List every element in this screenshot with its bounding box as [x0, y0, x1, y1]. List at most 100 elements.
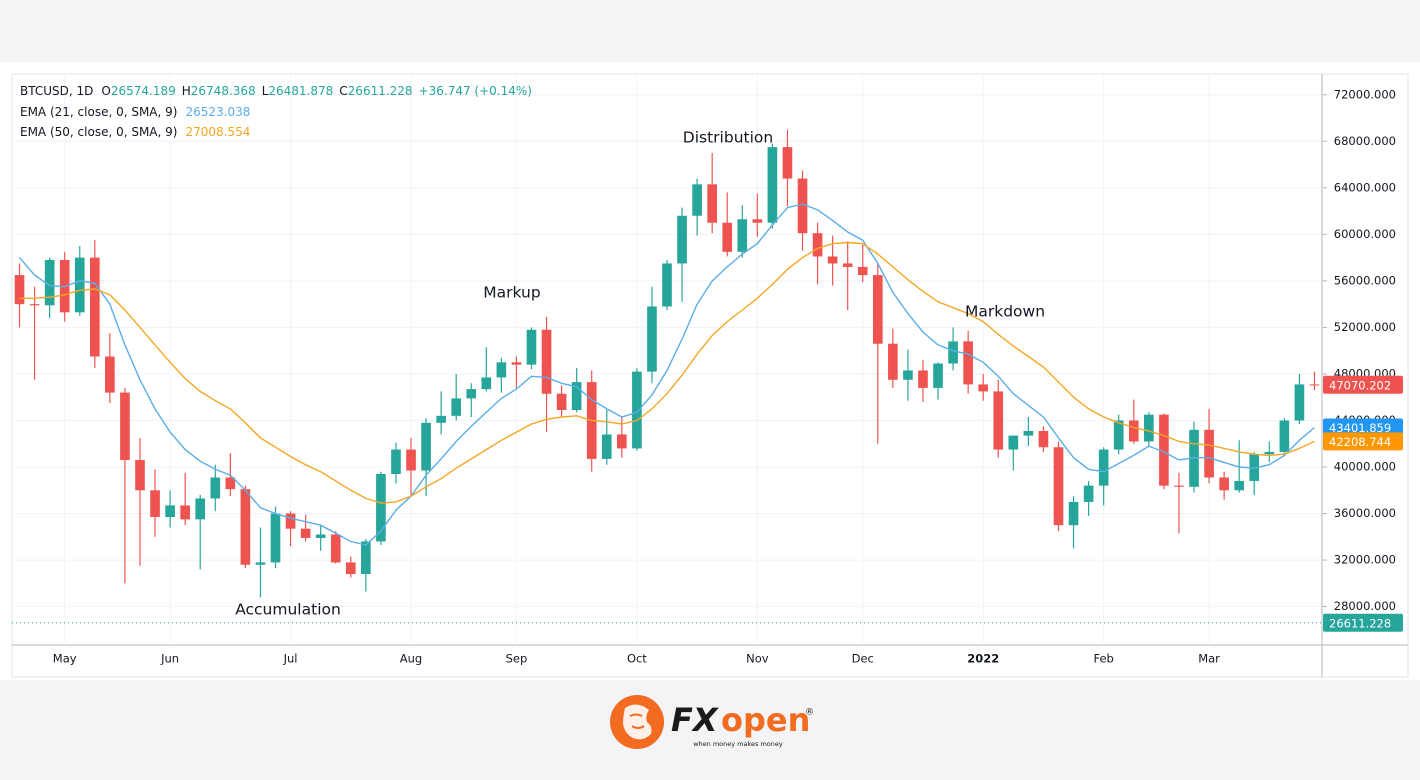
logo-brand-b: open	[721, 701, 810, 739]
ohlc-value: 26748.368	[191, 84, 256, 98]
candle-body	[677, 215, 687, 264]
logo-registered: ®	[805, 708, 814, 718]
candle-body	[255, 562, 266, 565]
annotation: Accumulation	[235, 601, 341, 619]
candle-body	[782, 147, 793, 179]
x-tick-label: Aug	[400, 652, 422, 666]
price-badge	[1323, 432, 1403, 451]
candle-body	[963, 341, 973, 385]
candle-body	[466, 389, 477, 399]
ohlc-key: O	[101, 84, 110, 98]
candle-body	[1204, 429, 1214, 478]
logo: FX open ® when money makes money	[610, 695, 814, 749]
candle-body	[722, 222, 733, 252]
candle-body	[240, 489, 251, 565]
candle-body	[135, 460, 145, 491]
legend-value: 27008.554	[185, 125, 250, 139]
candle-body	[1279, 420, 1290, 452]
candle-body	[1219, 477, 1229, 491]
ema-line	[19, 241, 1315, 504]
logo-brand-a: FX	[671, 701, 719, 739]
candle-body	[737, 219, 748, 252]
candle-body	[1159, 414, 1169, 486]
candle-body	[361, 541, 371, 575]
change: +36.747 (+0.14%)	[419, 84, 532, 98]
x-tick-label: 2022	[967, 652, 999, 666]
chart-frame	[11, 73, 1409, 678]
x-tick-label: Sep	[506, 652, 528, 666]
x-tick-label: Jun	[160, 652, 179, 666]
candle-body	[120, 392, 130, 461]
candle-body	[888, 343, 898, 380]
candle-body	[1038, 430, 1049, 448]
candle-body	[436, 415, 446, 423]
candle-body	[451, 398, 462, 416]
price-badge-label: 43401.859	[1329, 421, 1391, 435]
grid	[12, 74, 1322, 645]
symbol: BTCUSD, 1D	[20, 84, 93, 98]
candle-body	[903, 370, 913, 380]
candle-body	[1053, 447, 1064, 526]
x-tick-label: May	[53, 652, 77, 666]
y-tick-label: 36000.000	[1334, 506, 1396, 520]
y-tick-label: 52000.000	[1334, 320, 1396, 334]
candle-body	[1309, 384, 1320, 386]
candle-body	[632, 371, 642, 449]
y-tick-label: 28000.000	[1334, 599, 1396, 613]
candle-body	[541, 329, 552, 394]
candle-body	[376, 474, 386, 542]
candle-body	[391, 449, 401, 474]
candle-body	[1264, 451, 1275, 455]
candle-body	[1294, 384, 1305, 421]
candle-body	[1128, 420, 1139, 442]
price-badge-label: 47070.202	[1329, 378, 1391, 392]
candle-body	[647, 306, 657, 372]
ohlc-value: 26481.878	[268, 84, 333, 98]
candle-body	[857, 266, 868, 276]
candle-body	[511, 362, 522, 365]
candle-body	[406, 449, 416, 471]
ohlc-key: L	[262, 84, 269, 98]
logo-tagline: when money makes money	[693, 740, 783, 748]
y-tick-label: 64000.000	[1334, 180, 1396, 194]
y-tick-label: 72000.000	[1334, 87, 1396, 101]
y-tick-label: 60000.000	[1334, 227, 1396, 241]
ohlc-key: H	[182, 84, 191, 98]
annotation: Markup	[483, 284, 540, 302]
candle-body	[556, 393, 567, 411]
candle-body	[180, 505, 190, 520]
legend-value: 26523.038	[185, 105, 250, 119]
price-badge	[1323, 375, 1403, 394]
y-tick-label: 32000.000	[1334, 553, 1396, 567]
y-tick-label: 68000.000	[1334, 134, 1396, 148]
candle-body	[285, 513, 296, 529]
legend: BTCUSD, 1D O26574.189 H26748.368 L26481.878…	[20, 84, 532, 139]
legend-name: EMA (21, close, 0, SMA, 9)	[20, 105, 177, 119]
candle-body	[14, 275, 25, 305]
candle-body	[270, 513, 281, 563]
candle-body	[1113, 420, 1124, 450]
candle-body	[1234, 480, 1245, 491]
candle-body	[225, 477, 236, 490]
x-tick-label: Nov	[746, 652, 769, 666]
ohlc-key: C	[339, 84, 347, 98]
price-badge	[1323, 613, 1403, 632]
x-tick-label: Jul	[283, 652, 298, 666]
annotation: Markdown	[965, 303, 1045, 321]
legend-name: EMA (50, close, 0, SMA, 9)	[20, 125, 177, 139]
candle-body	[993, 391, 1004, 450]
ema-line	[18, 203, 1315, 546]
annotation: Distribution	[683, 129, 773, 147]
candle-body	[752, 219, 763, 223]
candle-body	[74, 257, 85, 313]
candle-body	[842, 263, 853, 267]
candle-body	[1083, 485, 1094, 502]
x-tick-label: Mar	[1198, 652, 1220, 666]
logo-tiger-lines	[629, 713, 645, 729]
logo-tiger	[623, 704, 652, 740]
ohlc-value: 26611.228	[348, 84, 413, 98]
candle-body	[707, 184, 717, 223]
candle-body	[44, 259, 55, 306]
y-tick-label: 40000.000	[1334, 460, 1396, 474]
